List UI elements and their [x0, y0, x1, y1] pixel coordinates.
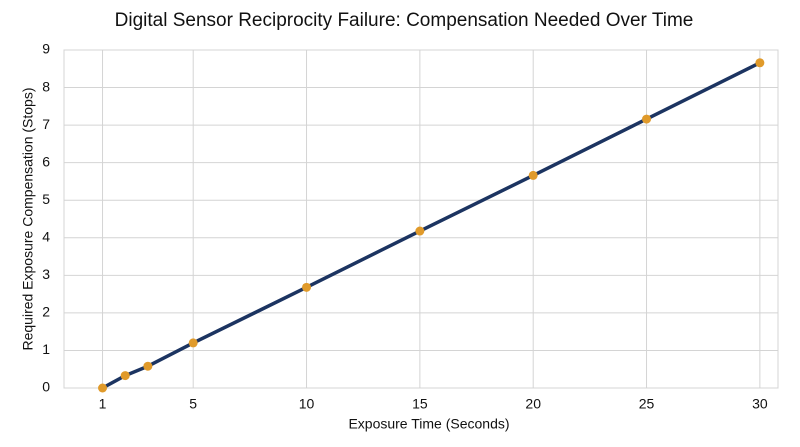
x-tick-label: 30	[752, 396, 768, 412]
y-tick-label: 0	[42, 379, 50, 395]
y-tick-label: 1	[42, 341, 50, 357]
y-tick-label: 3	[42, 266, 50, 282]
y-tick-label: 9	[42, 41, 50, 57]
data-point	[120, 371, 130, 381]
data-point	[98, 383, 108, 393]
x-tick-label: 15	[412, 396, 428, 412]
data-point	[143, 361, 153, 371]
data-point	[528, 170, 538, 180]
y-tick-label: 5	[42, 191, 50, 207]
x-axis-label: Exposure Time (Seconds)	[348, 416, 509, 432]
x-tick-label: 10	[299, 396, 315, 412]
x-tick-label: 1	[99, 396, 107, 412]
y-tick-label: 7	[42, 116, 50, 132]
x-tick-label: 25	[639, 396, 655, 412]
plot-area	[63, 49, 779, 389]
y-tick-label: 6	[42, 153, 50, 169]
x-tick-label: 5	[189, 396, 197, 412]
chart-title: Digital Sensor Reciprocity Failure: Comp…	[115, 10, 694, 31]
y-axis-label: Required Exposure Compensation (Stops)	[20, 87, 36, 350]
y-tick-label: 2	[42, 304, 50, 320]
y-tick-label: 8	[42, 78, 50, 94]
x-tick-label: 20	[525, 396, 541, 412]
data-point	[188, 338, 198, 348]
data-point	[642, 114, 652, 124]
y-tick-label: 4	[42, 228, 50, 244]
data-point	[755, 58, 765, 68]
data-line	[101, 61, 761, 390]
data-point	[302, 282, 312, 292]
data-point	[415, 226, 425, 236]
